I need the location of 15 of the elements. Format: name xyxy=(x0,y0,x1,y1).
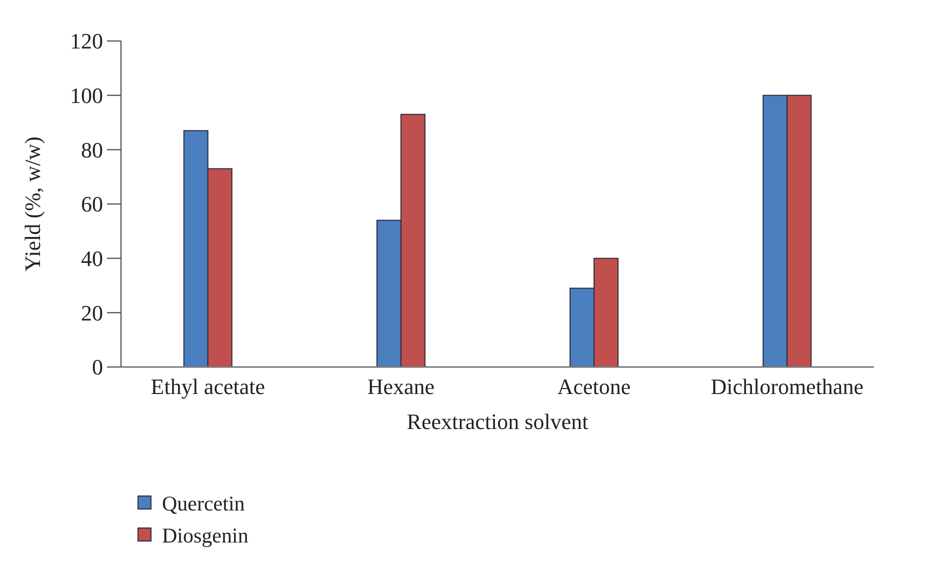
y-tick-label: 100 xyxy=(70,83,103,108)
y-tick-label: 20 xyxy=(81,300,103,326)
y-tick-label: 60 xyxy=(81,192,103,217)
x-tick-label: Ethyl acetate xyxy=(150,374,265,399)
x-tick-label: Dichloromethane xyxy=(710,374,864,399)
x-tick-label: Acetone xyxy=(557,374,631,399)
y-tick-label: 120 xyxy=(70,28,103,54)
x-tick-label: Hexane xyxy=(367,374,435,399)
legend-label: Diosgenin xyxy=(162,523,249,548)
legend-label: Quercetin xyxy=(162,491,246,516)
x-axis-title: Reextraction solvent xyxy=(406,409,588,434)
y-axis-title: Yield (%, w/w) xyxy=(20,136,45,272)
y-tick-label: 0 xyxy=(92,354,103,380)
y-tick-label: 40 xyxy=(81,246,103,272)
y-tick-label: 80 xyxy=(81,137,103,162)
